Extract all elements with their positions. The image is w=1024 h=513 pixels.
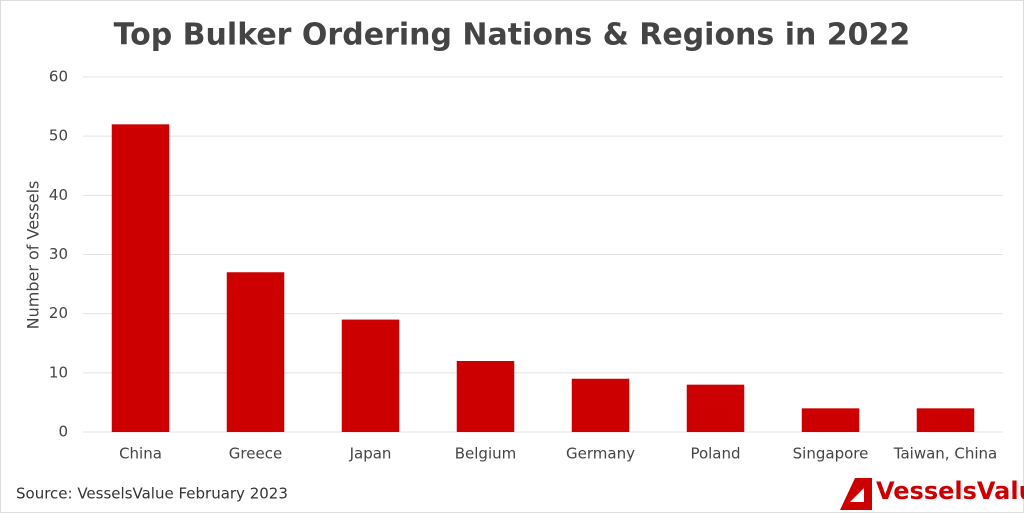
y-tick-label: 40 <box>49 186 68 204</box>
chart-title: Top Bulker Ordering Nations & Regions in… <box>114 18 911 53</box>
logo-icon-cut <box>850 488 864 502</box>
logo-text: VesselsValue <box>876 477 1024 505</box>
x-tick-label: Poland <box>690 445 740 463</box>
y-tick-label: 60 <box>49 68 68 86</box>
x-tick-label: Greece <box>229 445 282 463</box>
x-tick-label: Singapore <box>793 445 869 463</box>
x-tick-label: China <box>119 445 162 463</box>
bar <box>111 124 170 432</box>
y-tick-label: 0 <box>58 423 68 441</box>
bar <box>801 408 860 432</box>
logo: VesselsValue <box>840 477 1024 510</box>
y-tick-label: 50 <box>49 127 68 145</box>
bar <box>571 378 630 432</box>
y-axis-label: Number of Vessels <box>24 181 43 330</box>
y-tick-label: 20 <box>49 304 68 322</box>
bar <box>456 361 515 432</box>
bar <box>226 272 285 432</box>
x-tick-label: Japan <box>349 445 392 463</box>
bar <box>686 384 745 432</box>
y-tick-label: 30 <box>49 245 68 263</box>
x-tick-label: Belgium <box>455 445 517 463</box>
x-tick-label: Germany <box>566 445 635 463</box>
y-tick-label: 10 <box>49 363 68 381</box>
source-note: Source: VesselsValue February 2023 <box>16 485 288 503</box>
x-tick-label: Taiwan, China <box>893 445 997 463</box>
bar <box>916 408 975 432</box>
bar <box>341 319 400 432</box>
